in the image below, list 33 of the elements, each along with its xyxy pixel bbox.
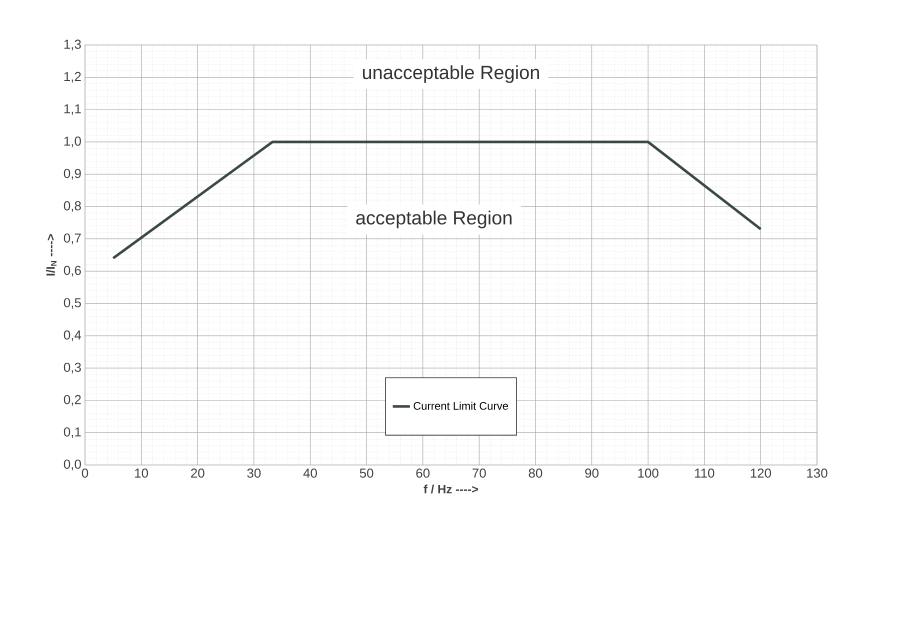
- x-tick-label: 60: [416, 468, 430, 478]
- y-tick-label: 0,3: [64, 362, 81, 374]
- x-tick-label: 30: [247, 468, 261, 478]
- y-tick-label: 0,1: [64, 427, 81, 438]
- y-tick-label: 0,5: [64, 298, 81, 309]
- x-tick-label: 0: [82, 468, 88, 478]
- annotation: acceptable Region: [356, 210, 512, 228]
- x-tick-label: 20: [191, 468, 204, 478]
- legend-label: Current Limit Curve: [414, 402, 508, 410]
- annotation: unacceptable Region: [362, 65, 539, 83]
- y-tick-label: 0,9: [64, 168, 81, 180]
- y-tick-label: 1,1: [64, 104, 81, 115]
- y-tick-label: 1,0: [64, 136, 81, 148]
- y-axis-title: I/I$_{N}$ ---->: [46, 234, 57, 276]
- x-axis-title: f / Hz ---->: [424, 484, 478, 494]
- x-tick-label: 10: [135, 468, 148, 478]
- y-tick-label: 1,3: [64, 40, 81, 50]
- x-tick-label: 50: [360, 468, 374, 478]
- x-tick-label: 70: [472, 468, 486, 478]
- x-tick-label: 80: [528, 468, 542, 478]
- x-tick-label: 120: [750, 468, 772, 478]
- x-tick-label: 130: [807, 468, 828, 478]
- x-tick-label: 110: [695, 468, 714, 478]
- y-tick-label: 0,8: [64, 201, 81, 212]
- y-tick-label: 0,7: [64, 233, 81, 244]
- y-tick-label: 0,6: [64, 266, 81, 277]
- y-tick-label: 1,2: [64, 72, 81, 83]
- x-tick-label: 90: [585, 468, 598, 478]
- y-tick-label: 0,2: [64, 395, 81, 406]
- y-tick-label: 0,4: [64, 330, 82, 342]
- y-tick-label: 0,0: [64, 460, 81, 470]
- x-tick-label: 40: [303, 468, 317, 478]
- x-tick-label: 100: [638, 468, 658, 478]
